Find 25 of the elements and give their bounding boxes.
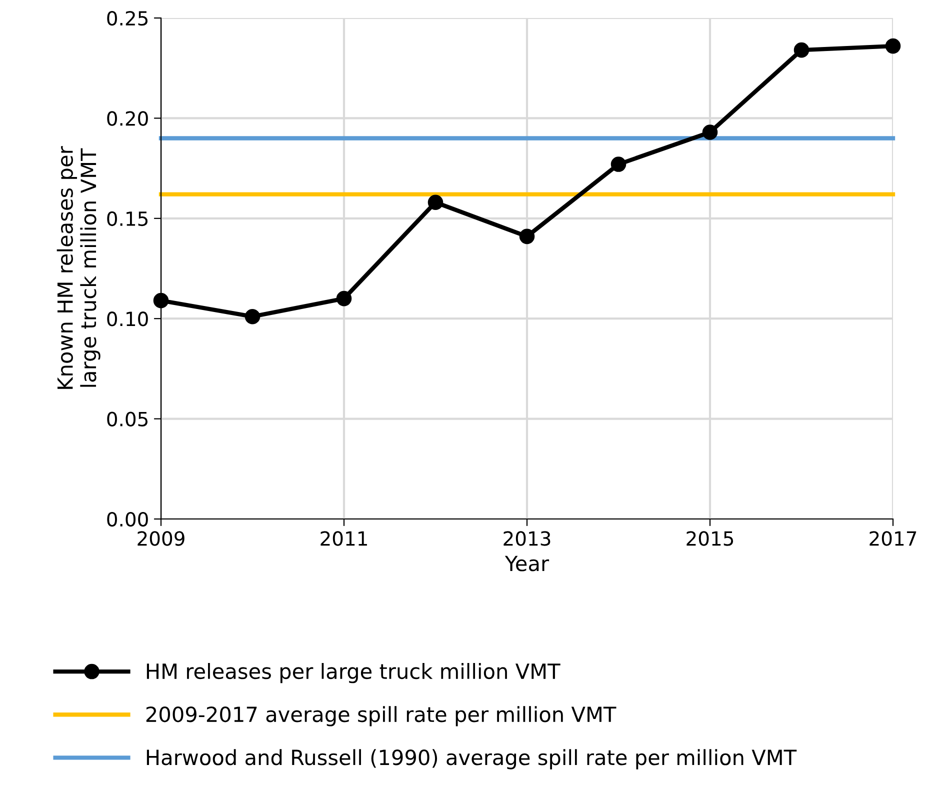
point — [428, 194, 444, 210]
point — [244, 308, 260, 324]
x-tick-label: 2015 — [686, 531, 734, 546]
point — [153, 292, 169, 308]
point — [610, 156, 626, 172]
point — [336, 290, 352, 306]
y-tick-label: 0.10 — [107, 312, 148, 326]
legend-label: 2009-2017 average spill rate per million VMT — [146, 706, 616, 726]
x-tick-label: 2017 — [870, 531, 916, 546]
y-tick-label: 0.25 — [107, 10, 148, 26]
x-tick-label: 2011 — [320, 531, 367, 546]
y-tick-label: 0.15 — [107, 211, 148, 226]
point — [794, 42, 810, 58]
x-axis-title: Year — [504, 556, 550, 572]
y-tick-label: 0.20 — [107, 111, 148, 126]
point — [885, 38, 901, 54]
legend-label: HM releases per large truck million VMT — [146, 663, 560, 684]
y-axis-title: Known HM releases per large truck million VMT — [56, 146, 100, 389]
legend-label: Harwood and Russell (1990) average spill rate per million VMT — [146, 749, 797, 770]
point — [519, 228, 535, 244]
y-tick-label: 0.05 — [107, 412, 148, 426]
y-tick-label: 0.00 — [107, 512, 148, 527]
x-tick-label: 2009 — [138, 531, 184, 546]
x-tick-label: 2013 — [504, 531, 550, 546]
point — [702, 124, 718, 140]
